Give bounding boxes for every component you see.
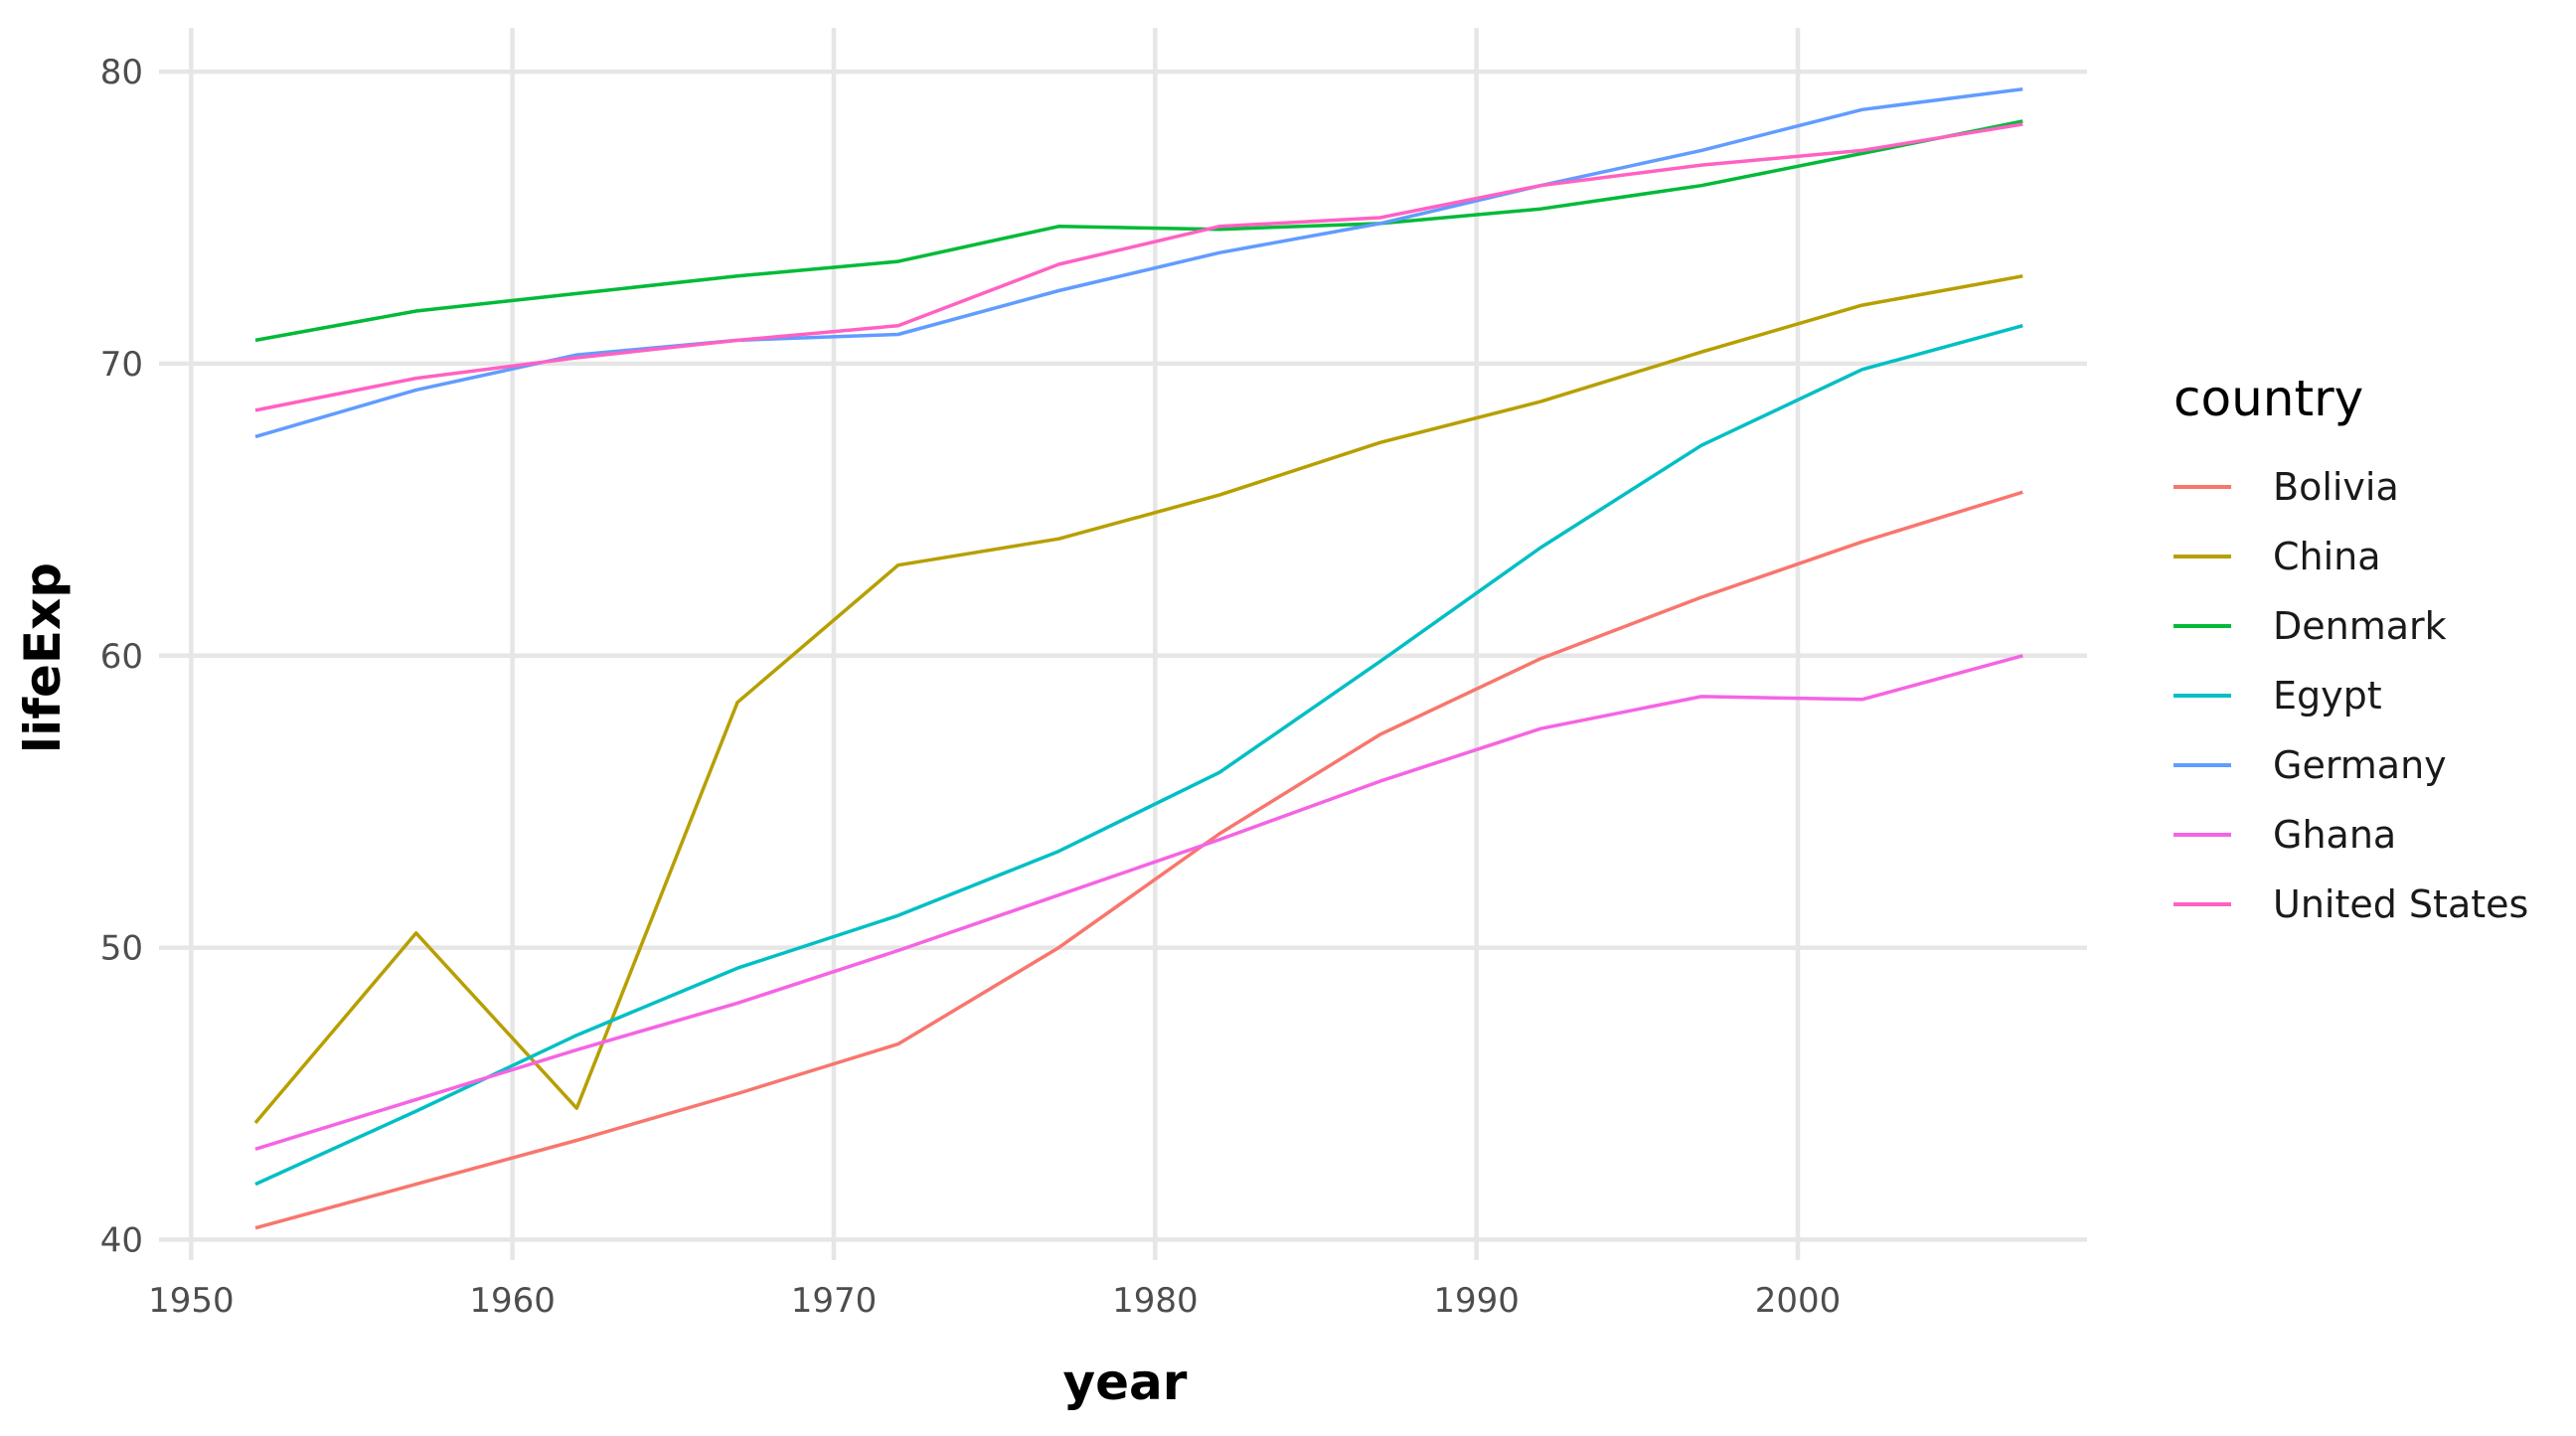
legend-label: Bolivia: [2273, 465, 2399, 509]
x-axis-title: year: [1063, 1354, 1188, 1411]
legend-label: Egypt: [2273, 674, 2382, 718]
legend-items: Bolivia China Denmark Egypt Germany Ghana Unit…: [2174, 465, 2528, 926]
y-tick-label: 80: [100, 53, 143, 92]
legend-item-denmark: Denmark: [2174, 604, 2447, 648]
y-axis-title: lifeExp: [14, 562, 72, 753]
legend-label: Ghana: [2273, 813, 2396, 857]
legend-item-bolivia: Bolivia: [2174, 465, 2399, 509]
legend-item-united-states: United States: [2174, 882, 2528, 926]
x-tick-label: 2000: [1755, 1281, 1842, 1321]
x-tick-label: 1950: [148, 1281, 235, 1321]
y-tick-label: 50: [100, 929, 143, 969]
legend-title: country: [2174, 370, 2363, 427]
tick-layer: 1950 1960 1970 1980 1990 2000 40 50 60 70 80: [100, 53, 1842, 1321]
series-line-bolivia: [254, 490, 2023, 1230]
series-layer: [253, 86, 2023, 1230]
legend-label: China: [2273, 535, 2381, 578]
y-tick-label: 40: [100, 1220, 143, 1260]
legend-item-ghana: Ghana: [2174, 813, 2396, 857]
y-tick-label: 60: [100, 637, 143, 677]
legend-label: Denmark: [2273, 604, 2447, 648]
legend-label: Germany: [2273, 743, 2447, 787]
x-tick-label: 1980: [1112, 1281, 1199, 1321]
series-line-united-states: [254, 122, 2023, 412]
legend-label: United States: [2273, 882, 2528, 926]
y-tick-label: 70: [100, 345, 143, 385]
series-line-ghana: [254, 654, 2023, 1151]
legend-item-china: China: [2174, 535, 2381, 578]
series-line-germany: [254, 86, 2023, 439]
series-line-china: [253, 274, 2023, 1125]
x-tick-label: 1990: [1433, 1281, 1520, 1321]
x-tick-label: 1960: [469, 1281, 556, 1321]
x-tick-label: 1970: [791, 1281, 878, 1321]
legend-item-egypt: Egypt: [2174, 674, 2382, 718]
series-line-denmark: [254, 119, 2023, 343]
grid-layer: [159, 28, 2087, 1260]
legend: country Bolivia China Denmark Egypt Germany G…: [2174, 370, 2528, 926]
legend-item-germany: Germany: [2174, 743, 2447, 787]
series-line-egypt: [254, 324, 2023, 1187]
